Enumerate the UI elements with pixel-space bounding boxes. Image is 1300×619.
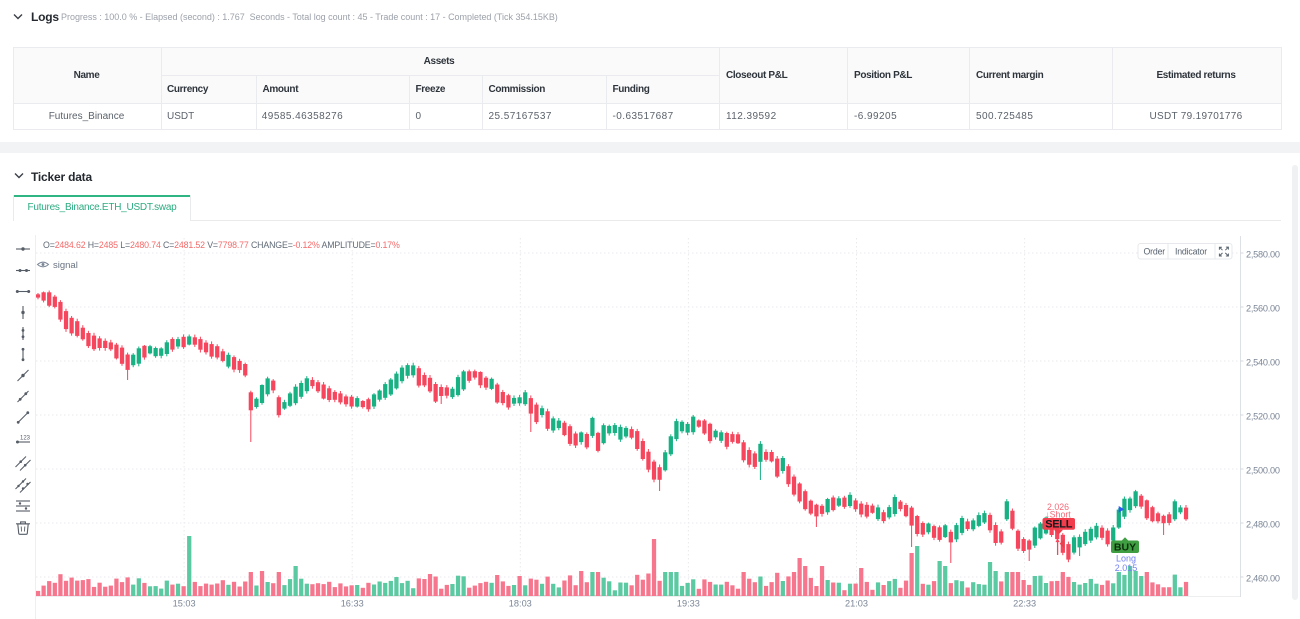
svg-text:2,500.00: 2,500.00 [1246,466,1280,476]
svg-text:2,460.00: 2,460.00 [1246,574,1280,584]
svg-text:signal: signal [53,260,78,271]
svg-text:Long: Long [1116,554,1136,564]
svg-text:2.015: 2.015 [1115,563,1138,573]
svg-text:19:33: 19:33 [677,599,700,609]
svg-text:2,520.00: 2,520.00 [1246,412,1280,422]
svg-text:2.026: 2.026 [1047,502,1069,512]
svg-text:2,580.00: 2,580.00 [1246,250,1280,260]
svg-text:O=2484.62 H=2485 L=2480.74 C=2: O=2484.62 H=2485 L=2480.74 C=2481.52 V=7… [43,240,400,250]
svg-text:Indicator: Indicator [1175,247,1207,257]
svg-text:21:03: 21:03 [845,599,868,609]
svg-text:15:03: 15:03 [173,599,196,609]
svg-text:↓Short: ↓Short [1045,509,1071,519]
svg-text:BUY: BUY [1114,542,1136,554]
svg-text:Order: Order [1144,247,1166,257]
svg-text:2,560.00: 2,560.00 [1246,304,1280,314]
svg-text:18:03: 18:03 [509,599,532,609]
svg-text:16:33: 16:33 [341,599,364,609]
svg-text:22:33: 22:33 [1013,599,1036,609]
svg-text:2,480.00: 2,480.00 [1246,520,1280,530]
svg-text:SELL: SELL [1045,519,1072,531]
svg-text:2,540.00: 2,540.00 [1246,358,1280,368]
svg-text:123: 123 [20,436,31,442]
